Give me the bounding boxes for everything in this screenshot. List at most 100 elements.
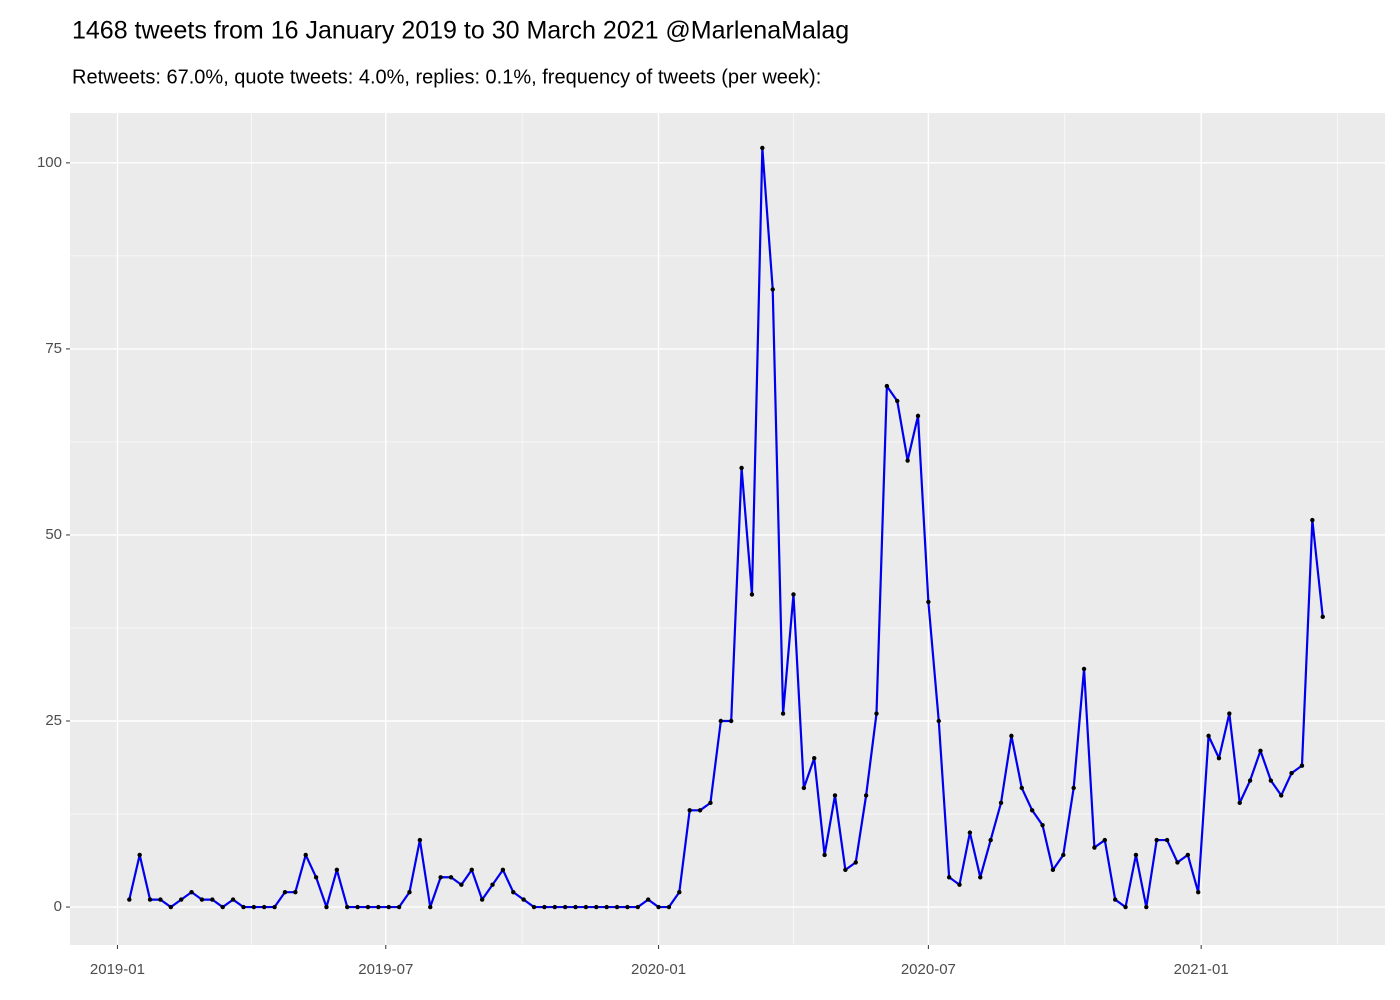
chart-title: 1468 tweets from 16 January 2019 to 30 M… (72, 17, 849, 45)
data-point (262, 904, 267, 910)
data-point (874, 711, 879, 716)
data-point (1133, 852, 1139, 858)
data-point (1258, 748, 1263, 753)
data-point (448, 875, 454, 880)
data-point (1019, 785, 1024, 791)
data-point (926, 599, 931, 605)
data-point (718, 718, 724, 724)
data-point (791, 592, 796, 597)
data-point (1206, 733, 1211, 739)
data-point (542, 904, 547, 910)
data-point (666, 904, 672, 910)
data-point (251, 904, 257, 910)
x-tick-label: 2020-01 (631, 961, 686, 978)
data-point (749, 592, 755, 597)
data-point (210, 897, 215, 902)
data-point (812, 756, 817, 761)
data-point (708, 800, 713, 806)
data-point (770, 287, 775, 292)
data-point (490, 882, 495, 887)
data-point (334, 867, 340, 873)
y-tick-label: 100 (37, 154, 62, 171)
data-point (459, 882, 464, 887)
data-point (147, 897, 153, 902)
data-point (573, 904, 578, 910)
data-point (1092, 845, 1097, 850)
data-point (303, 852, 308, 858)
data-point (1299, 763, 1305, 768)
data-point (1071, 785, 1076, 791)
data-point (884, 383, 890, 389)
data-point (178, 897, 184, 902)
data-point (822, 852, 827, 858)
data-point (677, 889, 682, 895)
data-point (1216, 756, 1222, 761)
data-point (1050, 867, 1056, 873)
data-point (645, 897, 651, 902)
data-point (324, 904, 329, 910)
data-point (1237, 800, 1242, 806)
data-point (511, 889, 516, 895)
data-point (760, 145, 765, 151)
y-tick-label: 50 (45, 526, 62, 543)
data-point (967, 830, 973, 835)
data-point (1196, 889, 1201, 895)
data-point (780, 711, 786, 716)
data-point (220, 904, 225, 910)
data-point (282, 889, 288, 895)
data-point (863, 793, 869, 798)
data-point (127, 897, 132, 902)
data-point (396, 904, 402, 910)
data-point (656, 904, 661, 910)
data-point (635, 904, 641, 910)
x-tick-label: 2019-01 (90, 961, 145, 978)
data-point (687, 808, 692, 813)
x-tick-label: 2019-07 (358, 961, 413, 978)
data-point (272, 904, 277, 910)
data-point (978, 875, 983, 880)
data-point (189, 889, 194, 895)
data-point (376, 904, 381, 910)
data-point (1247, 778, 1253, 783)
data-point (832, 793, 838, 798)
data-point (1009, 733, 1014, 739)
data-point (1279, 793, 1284, 798)
data-point (345, 904, 350, 910)
data-point (500, 867, 506, 873)
data-point (1175, 860, 1180, 865)
data-point (895, 398, 900, 404)
plot-panel (70, 113, 1385, 945)
x-tick-label: 2020-07 (901, 961, 956, 978)
data-point (604, 904, 609, 910)
data-point (552, 904, 557, 910)
data-point (199, 897, 205, 902)
data-point (1144, 904, 1149, 910)
data-point (168, 904, 174, 910)
data-point (479, 897, 485, 902)
data-point (531, 904, 537, 910)
data-point (1164, 837, 1170, 843)
data-point (562, 904, 568, 910)
data-point (293, 889, 298, 895)
data-point (521, 897, 526, 902)
x-tick-label: 2021-01 (1174, 961, 1229, 978)
data-point (469, 867, 474, 873)
chart-subtitle: Retweets: 67.0%, quote tweets: 4.0%, rep… (72, 66, 821, 88)
data-point (1154, 837, 1159, 843)
data-point (1112, 897, 1118, 902)
data-point (230, 897, 236, 902)
data-point (583, 904, 589, 910)
data-point (313, 875, 319, 880)
data-point (1081, 666, 1087, 672)
data-point (428, 904, 433, 910)
data-point (438, 875, 443, 880)
data-point (625, 904, 630, 910)
data-point (594, 904, 599, 910)
data-point (801, 785, 807, 791)
y-tick-label: 25 (45, 712, 62, 729)
data-point (1061, 852, 1066, 858)
data-point (1268, 778, 1274, 783)
data-point (1320, 614, 1325, 620)
data-point (1102, 837, 1108, 843)
